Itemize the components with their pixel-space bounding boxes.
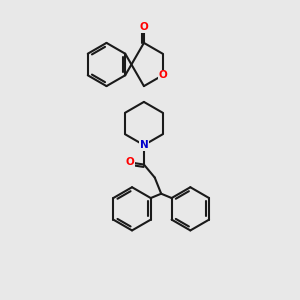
Text: N: N [140,140,148,150]
Text: O: O [125,158,134,167]
Text: O: O [140,22,148,32]
Text: O: O [158,70,167,80]
